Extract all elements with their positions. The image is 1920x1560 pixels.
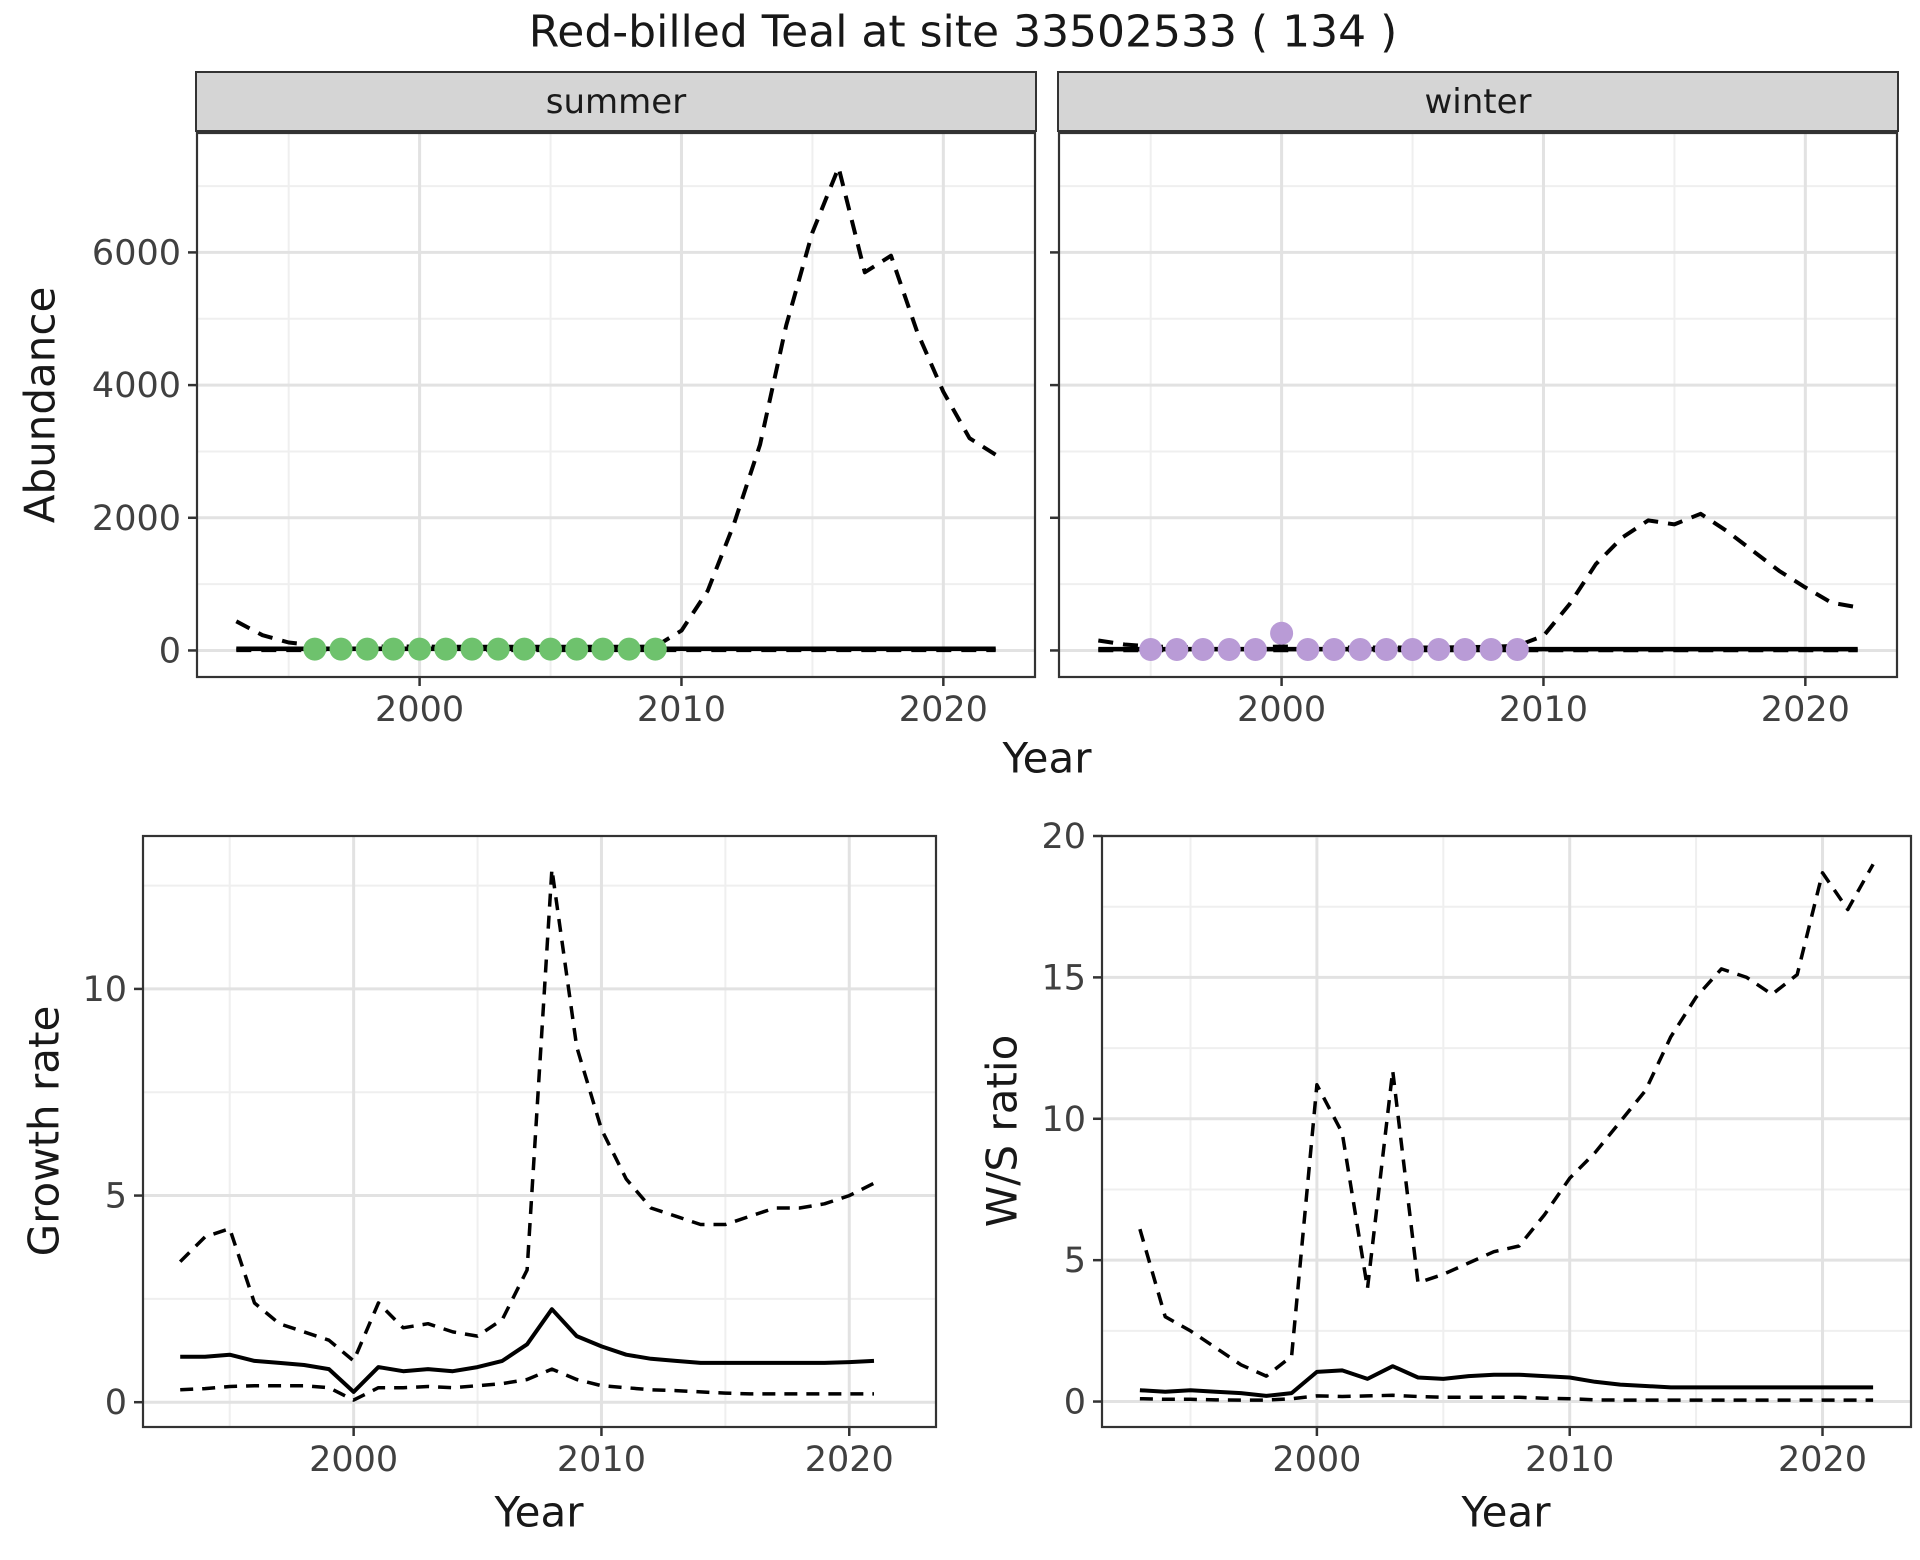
data-point-observed_summer_counts: [565, 637, 589, 661]
data-point-observed_winter_counts: [1165, 638, 1189, 661]
x-tick-label: 2000: [1237, 690, 1326, 730]
data-point-observed_summer_counts: [355, 637, 379, 661]
panel-background: [197, 133, 1035, 677]
data-point-observed_summer_counts: [408, 637, 432, 661]
panel-border: [1057, 131, 1899, 679]
data-point-observed_winter_counts: [1374, 638, 1398, 661]
facet-strip-winter: winter: [1057, 71, 1899, 132]
data-point-observed_summer_counts: [381, 637, 405, 661]
y-tick-label: 20: [1041, 817, 1086, 857]
data-point-observed_winter_counts: [1243, 638, 1267, 661]
data-point-observed_winter_counts: [1217, 638, 1241, 661]
panel-abundance_winter: 2000 2010 2020: [1050, 131, 1899, 730]
data-point-observed_summer_counts: [486, 637, 510, 661]
y-tick-label: 10: [82, 970, 127, 1010]
facet-strip-winter-label: winter: [1424, 81, 1532, 122]
panel-abundance_summer: 2000 2010 2020 0 2000 4000 6000: [92, 131, 1037, 730]
x-tick-label: 2020: [805, 1440, 894, 1480]
x-axis-title-top: Year: [1002, 733, 1092, 783]
panel-background: [1059, 133, 1897, 677]
series-lower_ci: [180, 1367, 874, 1402]
plot-title: Red-billed Teal at site 33502533 ( 134 ): [528, 6, 1398, 58]
x-tick-label: 2010: [1499, 690, 1588, 730]
panel-background: [1102, 836, 1911, 1427]
x-tick-label: 2020: [1778, 1440, 1867, 1480]
data-point-observed_winter_counts: [1139, 638, 1163, 661]
y-tick-label: 10: [1041, 1100, 1086, 1140]
x-axis-title-ws: Year: [1461, 1487, 1551, 1537]
data-point-observed_summer_counts: [329, 637, 353, 661]
y-tick-label: 5: [105, 1177, 127, 1217]
facet-strip-summer: summer: [195, 71, 1037, 132]
x-tick-label: 2010: [1525, 1440, 1614, 1480]
panel-growth_rate: 2000 2010 2020 0 5 10: [82, 834, 938, 1480]
series-mean: [180, 1307, 875, 1394]
data-point-observed_winter_counts: [1270, 621, 1294, 645]
series-lower_ci: [1139, 1393, 1874, 1402]
data-point-observed_summer_counts: [643, 637, 667, 661]
data-point-observed_summer_counts: [591, 637, 615, 661]
x-tick-label: 2020: [1761, 690, 1850, 730]
data-point-observed_winter_counts: [1348, 638, 1372, 661]
data-point-observed_winter_counts: [1296, 638, 1320, 661]
data-point-observed_winter_counts: [1191, 638, 1215, 661]
data-point-observed_summer_counts: [539, 637, 562, 661]
data-point-observed_summer_counts: [434, 637, 458, 661]
x-tick-label: 2000: [309, 1440, 398, 1480]
x-tick-label: 2010: [557, 1440, 646, 1480]
y-tick-label: 2000: [92, 499, 181, 539]
series-mean: [1139, 1364, 1874, 1398]
x-tick-label: 2000: [1272, 1440, 1361, 1480]
panel-border: [141, 834, 938, 1429]
data-point-observed_winter_counts: [1427, 638, 1451, 661]
series-upper_ci: [1138, 863, 1875, 1378]
data-point-observed_summer_counts: [460, 637, 484, 661]
panel-ws_ratio: 2000 2010 2020 0 5 10 15 20: [1041, 817, 1913, 1480]
data-point-observed_winter_counts: [1322, 638, 1346, 661]
series-upper_ci: [178, 867, 875, 1363]
data-point-observed_summer_counts: [512, 637, 536, 661]
panel-border: [195, 131, 1037, 679]
data-point-observed_winter_counts: [1401, 638, 1424, 661]
y-tick-label: 15: [1041, 958, 1086, 998]
x-tick-label: 2020: [899, 690, 988, 730]
panel-background: [143, 836, 936, 1427]
data-point-observed_winter_counts: [1505, 638, 1529, 661]
data-point-observed_summer_counts: [617, 637, 641, 661]
data-point-observed_winter_counts: [1453, 638, 1477, 661]
x-tick-label: 2010: [637, 690, 726, 730]
data-point-observed_summer_counts: [303, 637, 327, 661]
x-tick-label: 2000: [375, 690, 464, 730]
y-tick-label: 0: [159, 631, 181, 671]
y-tick-label: 5: [1064, 1241, 1086, 1281]
data-point-observed_winter_counts: [1479, 638, 1503, 661]
x-axis-title-growth: Year: [494, 1487, 584, 1537]
y-tick-label: 4000: [92, 366, 181, 406]
panel-border: [1100, 834, 1913, 1429]
y-tick-label: 0: [105, 1383, 127, 1423]
y-tick-label: 6000: [92, 233, 181, 273]
y-tick-label: 0: [1064, 1383, 1086, 1423]
facet-strip-summer-label: summer: [545, 81, 687, 122]
